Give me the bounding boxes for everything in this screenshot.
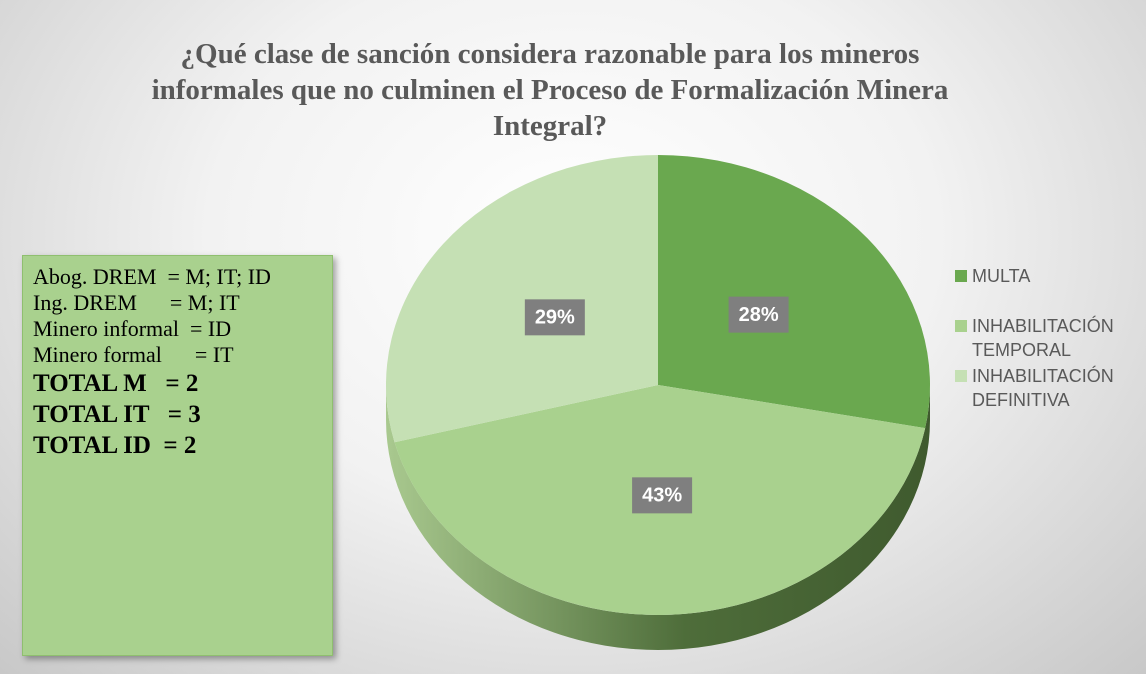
legend: MULTA INHABILITACIÓN TEMPORAL INHABILITACI… (955, 264, 1135, 438)
chart-title: ¿Qué clase de sanción considera razonabl… (151, 38, 956, 142)
legend-swatch (955, 370, 967, 382)
annotation-line: Abog. DREM = M; IT; ID (33, 264, 271, 289)
legend-item: INHABILITACIÓN DEFINITIVA (955, 364, 1135, 412)
legend-swatch (955, 270, 967, 282)
data-label-box (728, 296, 789, 333)
legend-swatch (955, 320, 967, 332)
legend-label: INHABILITACIÓN DEFINITIVA (972, 366, 1114, 410)
annotation-line: Minero formal = IT (33, 342, 234, 367)
annotation-box: Abog. DREM = M; IT; ID Ing. DREM = M; IT M… (22, 255, 333, 656)
legend-item: MULTA (955, 264, 1135, 288)
data-label: 29% (535, 307, 575, 329)
data-label: 28% (739, 304, 779, 326)
data-label: 43% (642, 485, 682, 507)
annotation-line: TOTAL IT = 3 (33, 401, 201, 428)
annotation-line: TOTAL M = 2 (33, 370, 199, 397)
annotation-line: Ing. DREM = M; IT (33, 290, 240, 315)
annotation-line: Minero informal = ID (33, 316, 232, 341)
legend-label: MULTA (972, 266, 1031, 286)
pie-slice (386, 155, 658, 443)
legend-item: INHABILITACIÓN TEMPORAL (955, 314, 1135, 362)
legend-label: INHABILITACIÓN TEMPORAL (972, 316, 1114, 360)
data-label-box (632, 477, 693, 514)
data-label-box (524, 299, 585, 336)
annotation-line: TOTAL ID = 2 (33, 432, 197, 459)
pie-slice (658, 155, 930, 429)
